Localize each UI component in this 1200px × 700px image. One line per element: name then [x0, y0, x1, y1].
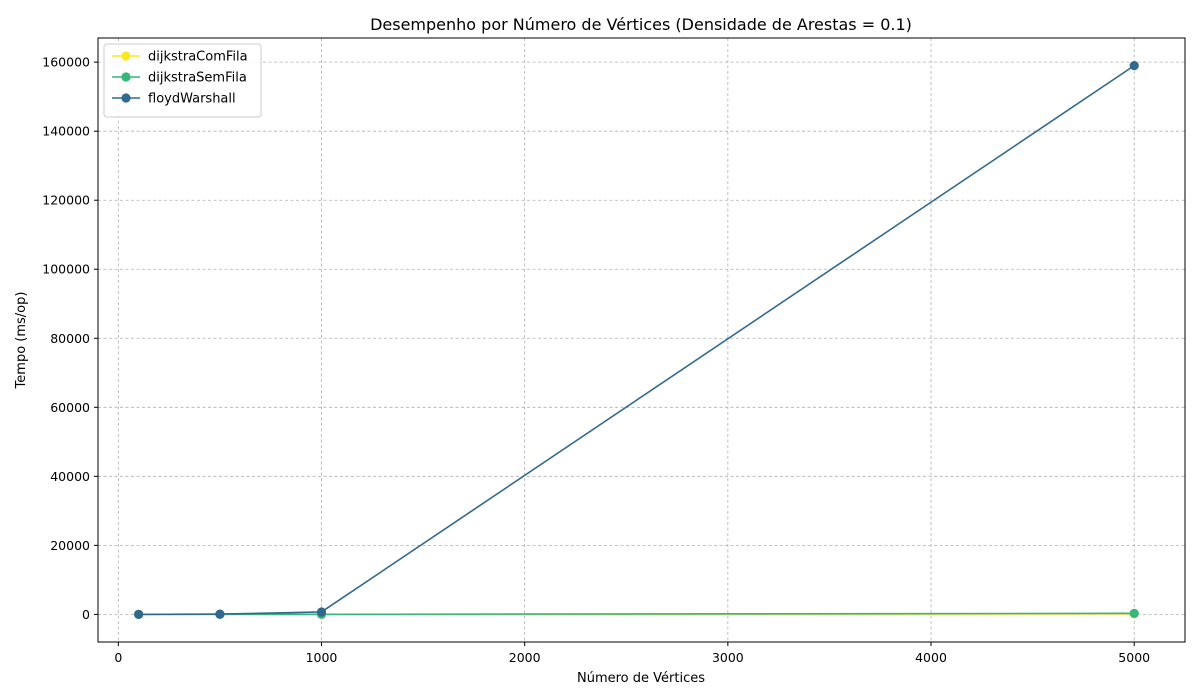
y-axis-label: Tempo (ms/op)	[14, 292, 29, 390]
y-tick-label: 60000	[50, 400, 90, 415]
data-point	[215, 609, 225, 619]
series-line	[138, 612, 1135, 616]
y-tick-label: 120000	[42, 193, 90, 208]
legend-box	[103, 43, 262, 118]
y-tick-label: 40000	[50, 469, 90, 484]
series-dijkstraSemFila	[134, 608, 1139, 619]
x-tick-label: 5000	[1118, 650, 1150, 665]
y-tick-label: 20000	[50, 538, 90, 553]
x-tick-label: 2000	[509, 650, 541, 665]
y-tick-label: 80000	[50, 331, 90, 346]
legend-swatch-marker	[121, 72, 131, 82]
legend-swatch-marker	[121, 93, 131, 103]
legend-label: dijkstraComFila	[148, 50, 248, 65]
legend: dijkstraComFila dijkstraSemFila floydWarsh…	[103, 43, 262, 118]
y-tick-label: 140000	[42, 124, 90, 139]
legend-label: floydWarshall	[148, 92, 236, 107]
legend-label: dijkstraSemFila	[148, 71, 247, 86]
x-tick-label: 3000	[712, 650, 744, 665]
legend-item: floydWarshall	[112, 92, 236, 107]
x-tick-label: 1000	[306, 650, 338, 665]
data-point	[1129, 608, 1139, 618]
plot-frame	[97, 37, 1186, 643]
data-point	[316, 607, 327, 617]
x-axis: 0 1000 2000 3000 4000 5000	[114, 642, 1150, 665]
series-floydWarshall	[134, 61, 1139, 619]
x-tick-label: 4000	[915, 650, 947, 665]
y-axis: 0 20000 40000 60000 80000 100000 120000 140000 1…	[42, 55, 98, 622]
y-tick-label: 160000	[42, 55, 90, 70]
series-line	[138, 64, 1135, 616]
x-tick-label: 0	[114, 650, 122, 665]
data-point	[134, 609, 144, 619]
legend-item: dijkstraSemFila	[112, 71, 247, 86]
chart-title: Desempenho por Número de Vértices (Densi…	[370, 15, 912, 34]
series-layer	[134, 61, 1139, 619]
legend-swatch-marker	[121, 51, 131, 61]
grid	[98, 38, 1185, 642]
y-tick-label: 0	[82, 607, 90, 622]
data-point	[1129, 61, 1139, 71]
y-tick-label: 100000	[42, 262, 90, 277]
legend-item: dijkstraComFila	[112, 50, 248, 65]
x-axis-label: Número de Vértices	[577, 671, 705, 686]
